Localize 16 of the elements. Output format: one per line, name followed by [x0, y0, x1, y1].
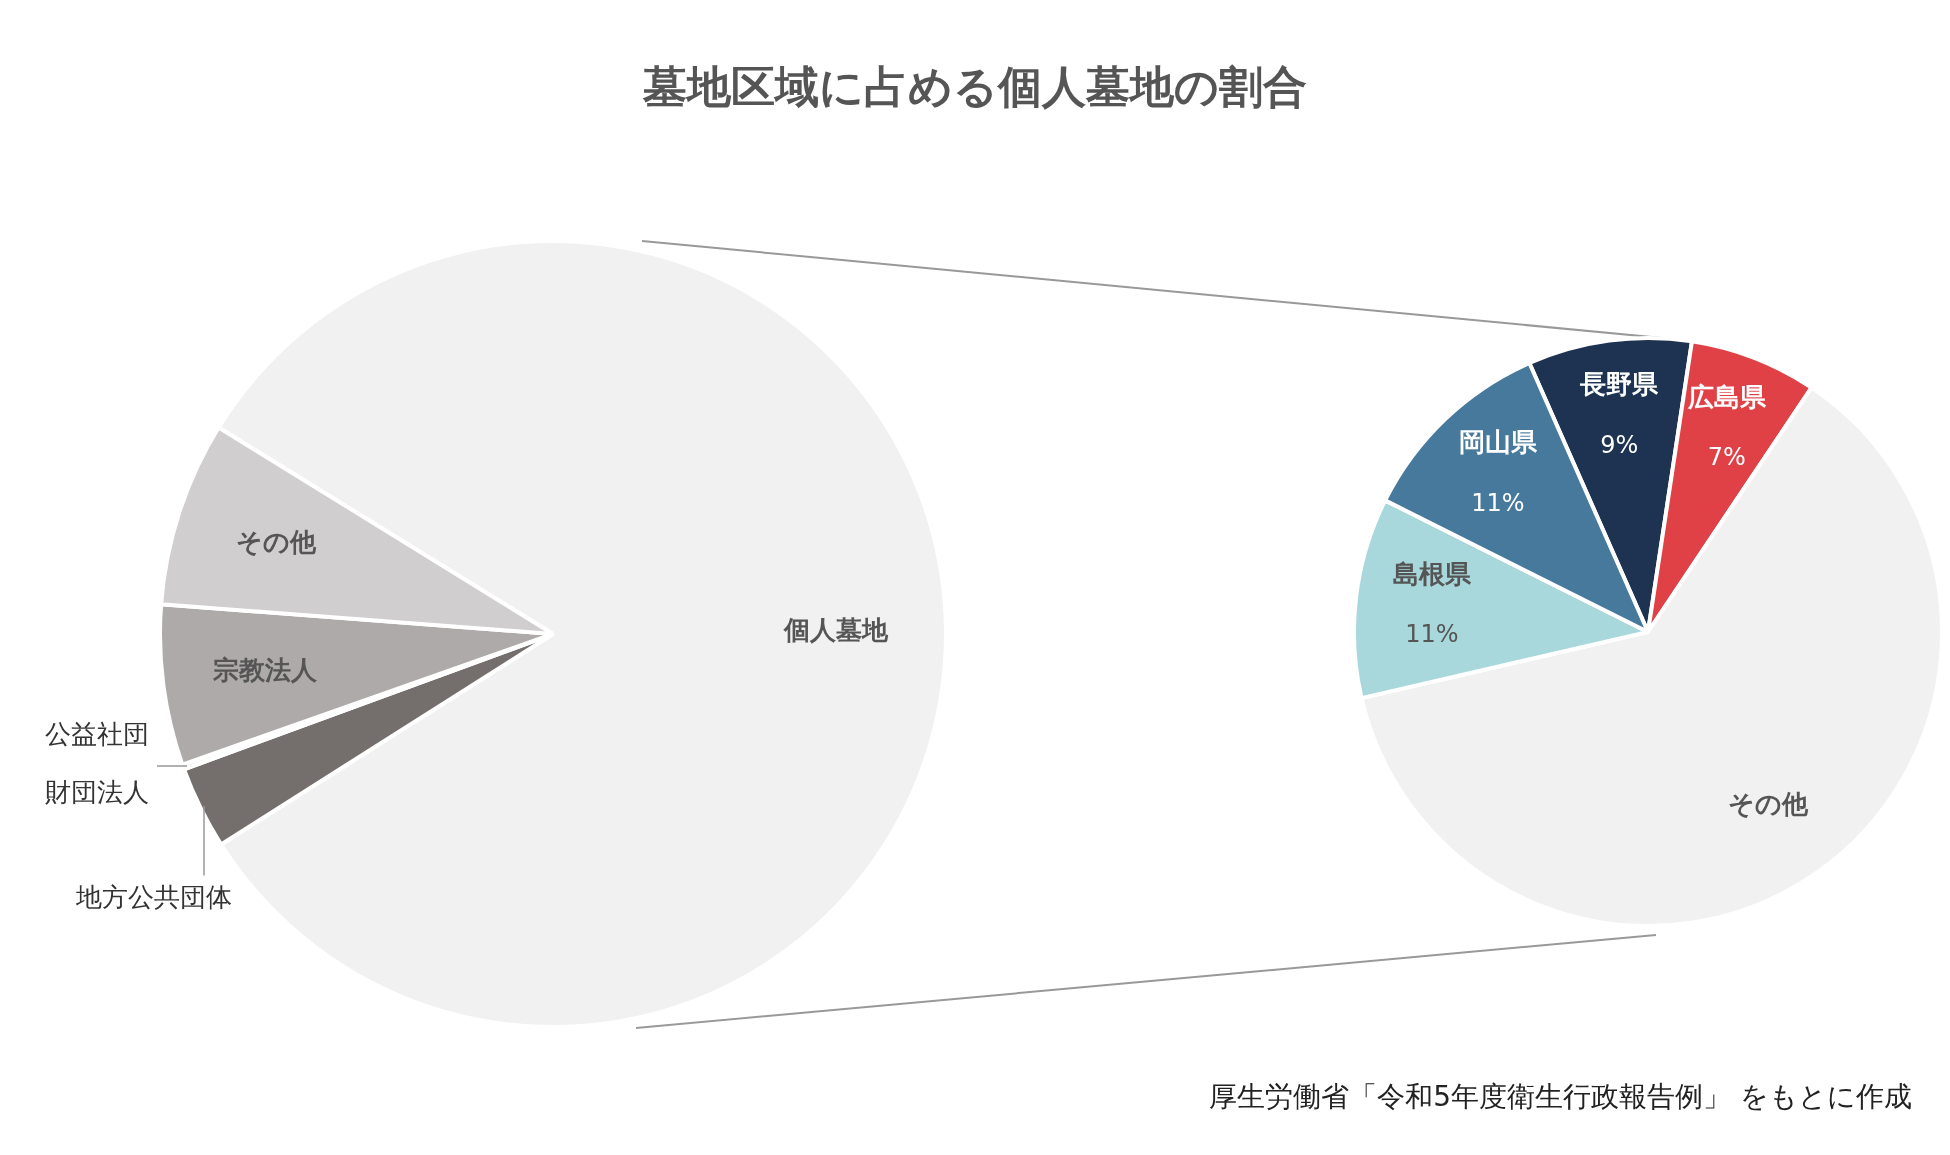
slice-label: その他	[1728, 788, 1810, 819]
slice-label: 岡山県	[1458, 427, 1538, 458]
chart-title: 墓地区域に占める個人墓地の割合	[642, 60, 1308, 114]
slice-label: 広島県	[1686, 381, 1767, 412]
data-label: 7%	[1707, 443, 1746, 472]
slice-label: 個人墓地	[782, 615, 889, 646]
slice-label: その他	[236, 526, 318, 557]
text: 厚生労働省「令和5年度衛生行政報告例」 をもとに作成	[1209, 1079, 1912, 1115]
slice-label: 公益社団財団法人	[44, 719, 149, 808]
slice-label: 長野県	[1579, 369, 1660, 400]
data-label: 11%	[1405, 620, 1459, 649]
slice-label: 地方公共団体	[75, 882, 233, 913]
data-label: 9%	[1600, 430, 1639, 459]
data-label: 11%	[1471, 488, 1525, 517]
slice-label: 宗教法人	[211, 654, 318, 685]
slice-label: 島根県	[1392, 558, 1472, 589]
